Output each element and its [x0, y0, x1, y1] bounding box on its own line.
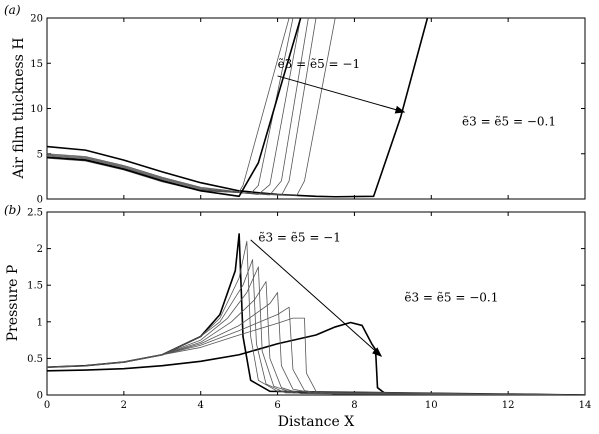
panel-a-curves: [47, 18, 429, 198]
panel-b-ylabel: Pressure P: [5, 265, 21, 342]
panel-a-series-line-2: [47, 18, 294, 194]
panel-a-annotation-0: ẽ3 = ẽ5 = −1: [278, 57, 361, 71]
panel-b-series-line-6: [47, 292, 585, 395]
panel-b-label: (b): [4, 203, 21, 217]
panel-a-series-line-1: [47, 18, 290, 193]
panel-b-ytick-label: 1: [37, 317, 43, 328]
panel-b-series-line-2: [47, 240, 585, 395]
panel-b-series-line-1: [47, 233, 585, 395]
panel-b-xtick-label: 0: [44, 400, 50, 411]
panel-b-axes-box: [46, 211, 586, 396]
panel-a-ytick-label: 20: [30, 14, 43, 25]
panel-a-ticks: 0 5 10 15 20: [30, 14, 586, 206]
panel-b-series-line-7: [47, 306, 585, 395]
panel-b-xtick-label: 12: [502, 400, 515, 411]
panel-b-series-line-4: [47, 266, 585, 395]
panel-b-xtick-label: 2: [121, 400, 127, 411]
panel-b-xlabel: Distance X: [278, 414, 354, 430]
panel-a-ytick-label: 0: [37, 195, 43, 206]
panel-a-annotations: ẽ3 = ẽ5 = −1 ẽ3 = ẽ5 = −0.1: [277, 57, 556, 129]
panel-b-curves: [47, 233, 585, 395]
panel-a-ytick-label: 10: [30, 104, 43, 115]
panel-a-trend-arrow: [277, 75, 406, 114]
panel-a-series-line-7: [47, 18, 302, 198]
panel-b-xtick-label: 8: [351, 400, 357, 411]
panel-a-label: (a): [4, 3, 21, 17]
panel-a-series-line-4: [47, 18, 309, 196]
panel-b-ytick-label: 1.5: [27, 281, 43, 292]
panel-a: (a) 0 5 10 15 20 Air film thickness H ẽ3 = ẽ…: [4, 3, 586, 206]
panel-a-ytick-label: 5: [37, 149, 43, 160]
panel-a-series-line-5: [47, 18, 317, 196]
panel-b-series-line-8: [47, 317, 585, 395]
panel-b-annotation-1: ẽ3 = ẽ5 = −0.1: [404, 290, 498, 304]
panel-b-xtick-label: 6: [274, 400, 280, 411]
panel-b-series-line-3: [47, 259, 585, 395]
panel-b-ytick-label: 2: [37, 244, 43, 255]
panel-a-ytick-label: 15: [30, 59, 43, 70]
panel-b-xtick-label: 14: [579, 400, 592, 411]
panel-a-series-line-6: [47, 18, 336, 196]
panel-a-series-line-3: [47, 18, 302, 195]
panel-b-ytick-label: 0.5: [27, 354, 43, 365]
panel-b-ytick-label: 0: [37, 391, 43, 402]
panel-b-xtick-label: 10: [425, 400, 438, 411]
panel-a-series-line-0: [47, 18, 429, 198]
panel-a-ylabel: Air film thickness H: [11, 37, 27, 179]
panel-b-trend-arrow: [250, 239, 383, 357]
panel-b-series-line-0: [47, 321, 585, 395]
panel-b-ticks: 0 2 4 6 8 10 12 14 0 0.5 1 1.5 2 2.5: [27, 208, 591, 412]
panel-b-xtick-label: 4: [198, 400, 204, 411]
panel-b-annotation-0: ẽ3 = ẽ5 = −1: [258, 230, 341, 244]
panel-a-axes-box: [46, 17, 586, 200]
panel-b-ytick-label: 2.5: [27, 208, 43, 219]
panel-b-annotations: ẽ3 = ẽ5 = −1 ẽ3 = ẽ5 = −0.1: [250, 230, 498, 357]
panel-a-annotation-1: ẽ3 = ẽ5 = −0.1: [462, 115, 556, 129]
panel-b: (b) 0 2 4 6 8 10 12 14 0 0.5 1 1.5 2 2.5 Pressure P D…: [4, 203, 591, 430]
